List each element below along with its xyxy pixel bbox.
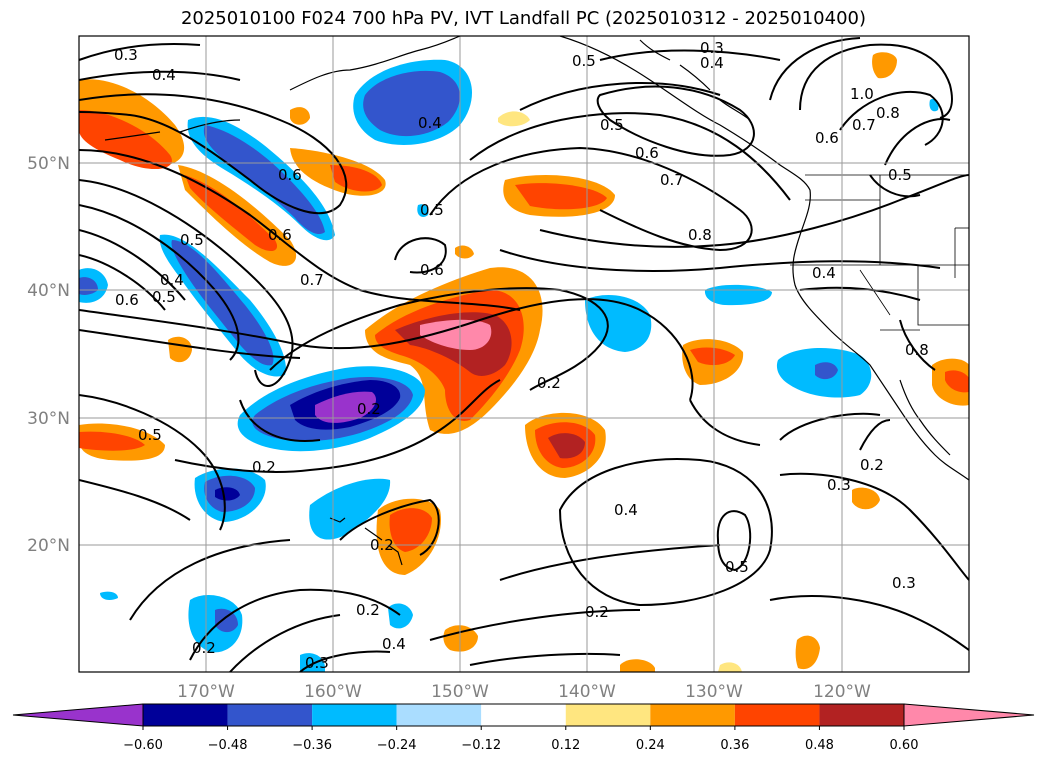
- colorbar-tick-label: 0.12: [551, 738, 580, 753]
- contour-label: 0.4: [418, 114, 442, 132]
- colorbar-box: [396, 704, 482, 726]
- lat-tick-label: 40°N: [27, 281, 70, 301]
- lat-tick-label: 20°N: [27, 536, 70, 556]
- contour-label: 0.6: [278, 166, 302, 184]
- coastline: [104, 36, 969, 566]
- contour-label: 0.3: [827, 476, 851, 494]
- lon-tick-label: 130°W: [685, 682, 743, 702]
- contour-label: 0.2: [192, 639, 216, 657]
- colorbar-extend-high: [903, 703, 1035, 727]
- contour-label: 0.7: [660, 171, 684, 189]
- contour-label: 1.0: [850, 85, 874, 103]
- colorbar-tick-label: 0.36: [720, 738, 749, 753]
- colorbar-tick-label: −0.12: [461, 738, 501, 753]
- contour-label: 0.5: [888, 166, 912, 184]
- contour-label: 0.6: [635, 144, 659, 162]
- contour-label: 0.2: [860, 456, 884, 474]
- contour-label: 0.7: [852, 116, 876, 134]
- colorbar-tick-label: −0.48: [208, 738, 248, 753]
- contour-label: 0.3: [700, 39, 724, 57]
- contour-label: 0.4: [160, 271, 184, 289]
- contour-label: 0.6: [420, 261, 444, 279]
- colorbar-outline: [142, 703, 905, 727]
- contour-label: 0.5: [138, 426, 162, 444]
- contour-label: 0.8: [688, 226, 712, 244]
- map-area[interactable]: 0.3 0.4 0.5 0.3 0.4 1.0 0.8 0.7 0.6 0.5 …: [79, 18, 969, 672]
- contour-label: 0.4: [152, 66, 176, 84]
- contour-label: 0.2: [356, 601, 380, 619]
- contour-label: 0.3: [305, 654, 329, 672]
- contour-label: 0.3: [114, 46, 138, 64]
- contour-label: 0.7: [300, 271, 324, 289]
- colorbar-box: [650, 704, 735, 726]
- colorbar: −0.60 −0.48 −0.36 −0.24 −0.12 0.12 0.24 0.36 0.4…: [12, 703, 1035, 753]
- lon-tick-label: 140°W: [558, 682, 616, 702]
- colorbar-tick-label: −0.24: [377, 738, 417, 753]
- colorbar-box: [143, 704, 228, 726]
- colorbar-tick-label: 0.48: [805, 738, 834, 753]
- contour-label: 0.5: [180, 231, 204, 249]
- colorbar-box: [481, 704, 566, 726]
- colorbar-tick-label: −0.60: [123, 738, 163, 753]
- pv-positive-fills: [79, 52, 969, 672]
- contour-label: 0.4: [812, 264, 836, 282]
- contour-label: 0.6: [815, 129, 839, 147]
- colorbar-tick-label: −0.36: [292, 738, 332, 753]
- colorbar-extend-low: [12, 703, 144, 727]
- colorbar-box: [227, 704, 313, 726]
- contour-label: 0.8: [876, 104, 900, 122]
- contour-label: 0.5: [152, 288, 176, 306]
- lat-tick-label: 30°N: [27, 409, 70, 429]
- contour-label: 0.4: [382, 635, 406, 653]
- colorbar-box: [565, 704, 651, 726]
- colorbar-box: [819, 704, 904, 726]
- lon-tick-label: 170°W: [177, 682, 235, 702]
- contour-label: 0.8: [905, 341, 929, 359]
- contour-label: 0.2: [585, 603, 609, 621]
- map-frame: [78, 35, 970, 673]
- ivt-contours: [79, 37, 969, 672]
- colorbar-box: [312, 704, 397, 726]
- contour-label: 0.5: [420, 201, 444, 219]
- colorbar-tick-label: 0.24: [636, 738, 665, 753]
- lat-tick-label: 50°N: [27, 154, 70, 174]
- contour-labels: 0.3 0.4 0.5 0.3 0.4 1.0 0.8 0.7 0.6 0.5 …: [114, 18, 929, 672]
- contour-label: 0.2: [370, 536, 394, 554]
- contour-label: 0.5: [725, 558, 749, 576]
- boundaries: [790, 174, 969, 331]
- lon-tick-label: 150°W: [431, 682, 489, 702]
- contour-label: 0.4: [700, 54, 724, 72]
- contour-label: 0.2: [252, 458, 276, 476]
- contour-label: 0.5: [572, 52, 596, 70]
- contour-label: 0.6: [115, 291, 139, 309]
- contour-label: 0.6: [268, 226, 292, 244]
- lon-tick-labels: 170°W 160°W 150°W 140°W 130°W 120°W: [177, 682, 871, 702]
- lon-tick-label: 160°W: [304, 682, 362, 702]
- contour-label: 0.5: [600, 116, 624, 134]
- colorbar-box: [734, 704, 820, 726]
- contour-label: 0.2: [357, 400, 381, 418]
- map-title: 2025010100 F024 700 hPa PV, IVT Landfall…: [180, 8, 867, 29]
- lat-tick-labels: 50°N 40°N 30°N 20°N: [27, 154, 70, 556]
- contour-label: 0.2: [537, 374, 561, 392]
- colorbar-tick-label: 0.60: [890, 738, 919, 753]
- contour-label: 0.4: [420, 18, 444, 36]
- graticule: [79, 36, 969, 672]
- contour-label: 0.3: [892, 574, 916, 592]
- lon-tick-label: 120°W: [813, 682, 871, 702]
- contour-label: 0.4: [614, 501, 638, 519]
